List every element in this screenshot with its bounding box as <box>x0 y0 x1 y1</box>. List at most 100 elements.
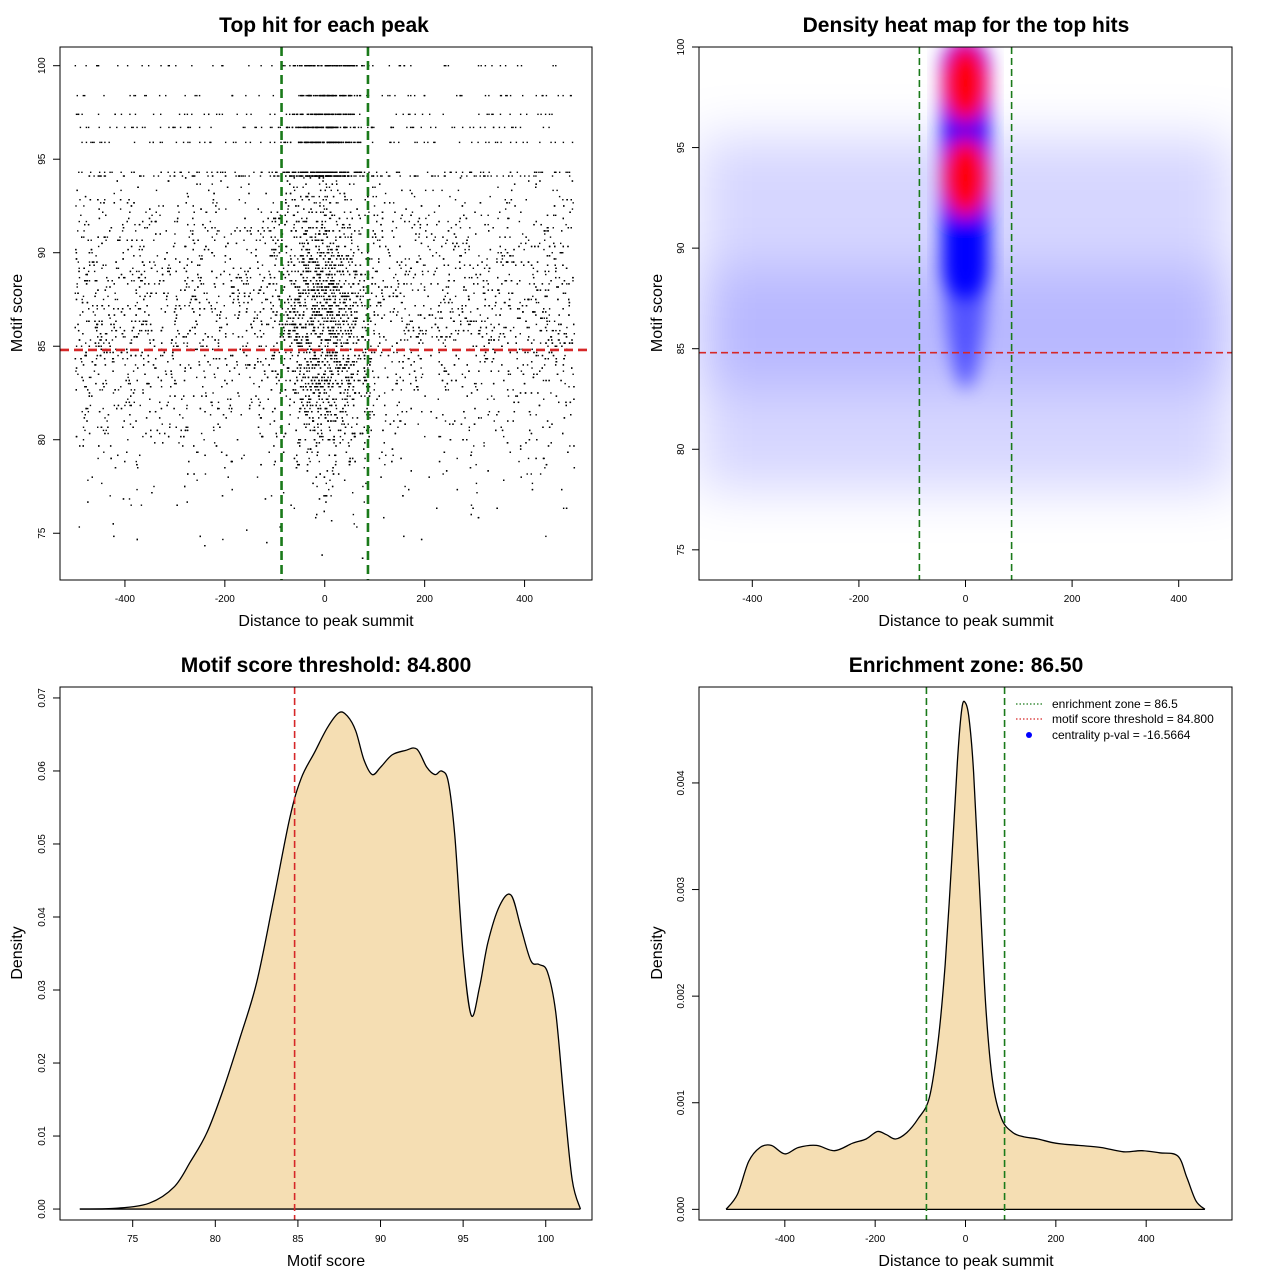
scatter-point <box>96 261 98 263</box>
scatter-point <box>87 270 90 273</box>
scatter-point <box>408 357 410 360</box>
scatter-point <box>374 270 377 273</box>
scatter-point <box>479 314 482 316</box>
scatter-point <box>331 317 333 319</box>
scatter-point <box>293 326 296 329</box>
scatter-point <box>557 286 559 288</box>
scatter-point <box>311 195 313 198</box>
scatter-point <box>274 314 277 316</box>
scatter-point <box>453 339 455 341</box>
scatter-point <box>133 401 135 404</box>
scatter-point <box>313 195 315 198</box>
scatter-point <box>473 382 476 385</box>
scatter-point <box>318 407 320 410</box>
scatter-point <box>329 305 331 307</box>
scatter-point <box>346 379 348 382</box>
scatter-point <box>99 339 101 341</box>
scatter-point <box>183 342 185 344</box>
scatter-point <box>299 439 302 441</box>
scatter-point <box>221 386 223 388</box>
scatter-point <box>218 208 220 210</box>
scatter-point <box>194 295 197 298</box>
scatter-point <box>101 267 103 270</box>
scatter-point <box>90 239 92 241</box>
scatter-point <box>383 392 386 394</box>
scatter-point <box>545 273 547 276</box>
scatter-point <box>290 342 293 344</box>
scatter-point <box>419 258 422 260</box>
scatter-point <box>370 357 373 360</box>
scatter-point <box>218 357 221 360</box>
scatter-point <box>160 386 163 388</box>
scatter-point <box>277 239 279 241</box>
scatter-point <box>352 513 355 516</box>
scatter-point <box>153 239 155 241</box>
scatter-point <box>203 439 205 441</box>
scatter-point <box>342 407 344 410</box>
scatter-point <box>192 217 194 220</box>
scatter-point <box>122 336 125 338</box>
scatter-point <box>138 270 140 273</box>
scatter-point <box>557 339 560 341</box>
scatter-point <box>151 214 153 217</box>
scatter-point <box>287 301 290 304</box>
scatter-point <box>360 301 363 304</box>
scatter-point <box>126 220 128 223</box>
scatter-point <box>272 311 275 313</box>
scatter-point <box>346 199 348 201</box>
scatter-point <box>138 276 141 279</box>
scatter-point <box>310 348 312 351</box>
scatter-point <box>356 423 358 425</box>
scatter-point <box>94 314 96 316</box>
scatter-point <box>388 267 391 270</box>
scatter-point <box>335 342 338 344</box>
scatter-point <box>333 301 335 304</box>
scatter-point <box>532 311 535 313</box>
scatter-point <box>290 323 293 326</box>
scatter-point <box>188 236 190 238</box>
scatter-point <box>105 286 108 288</box>
scatter-point <box>444 301 446 304</box>
scatter-point <box>346 217 348 220</box>
scatter-point <box>293 227 295 229</box>
scatter-point <box>509 329 512 332</box>
scatter-point <box>362 289 365 291</box>
scatter-point <box>518 317 520 319</box>
scatter-point <box>119 199 122 201</box>
scatter-point <box>340 329 342 332</box>
scatter-point <box>292 320 294 322</box>
scatter-point <box>335 354 338 357</box>
scatter-point <box>219 326 221 329</box>
scatter-point <box>469 227 471 229</box>
scatter-point <box>464 202 466 204</box>
scatter-point <box>293 214 296 217</box>
scatter-point <box>164 432 166 435</box>
scatter-point <box>329 370 331 372</box>
scatter-point <box>508 202 511 204</box>
scatter-point <box>317 407 319 410</box>
scatter-point <box>468 248 470 251</box>
scatter-point <box>501 258 504 260</box>
scatter-point <box>548 255 551 257</box>
scatter-point <box>131 273 134 276</box>
scatter-point <box>341 423 343 425</box>
scatter-point <box>88 376 91 379</box>
scatter-point <box>555 258 557 260</box>
scatter-point <box>527 239 530 241</box>
scatter-point <box>504 208 507 210</box>
scatter-point <box>76 283 78 285</box>
scatter-point <box>377 345 379 347</box>
scatter-point <box>359 289 362 291</box>
scatter-point <box>203 292 206 294</box>
scatter-point <box>392 454 394 457</box>
scatter-point <box>296 211 299 213</box>
scatter-point <box>217 345 220 347</box>
scatter-point <box>472 267 475 270</box>
scatter-point <box>301 217 303 220</box>
scatter-point <box>262 333 265 335</box>
scatter-point <box>550 442 552 444</box>
scatter-point <box>373 376 375 379</box>
scatter-point <box>408 258 410 260</box>
scatter-point <box>303 305 305 307</box>
